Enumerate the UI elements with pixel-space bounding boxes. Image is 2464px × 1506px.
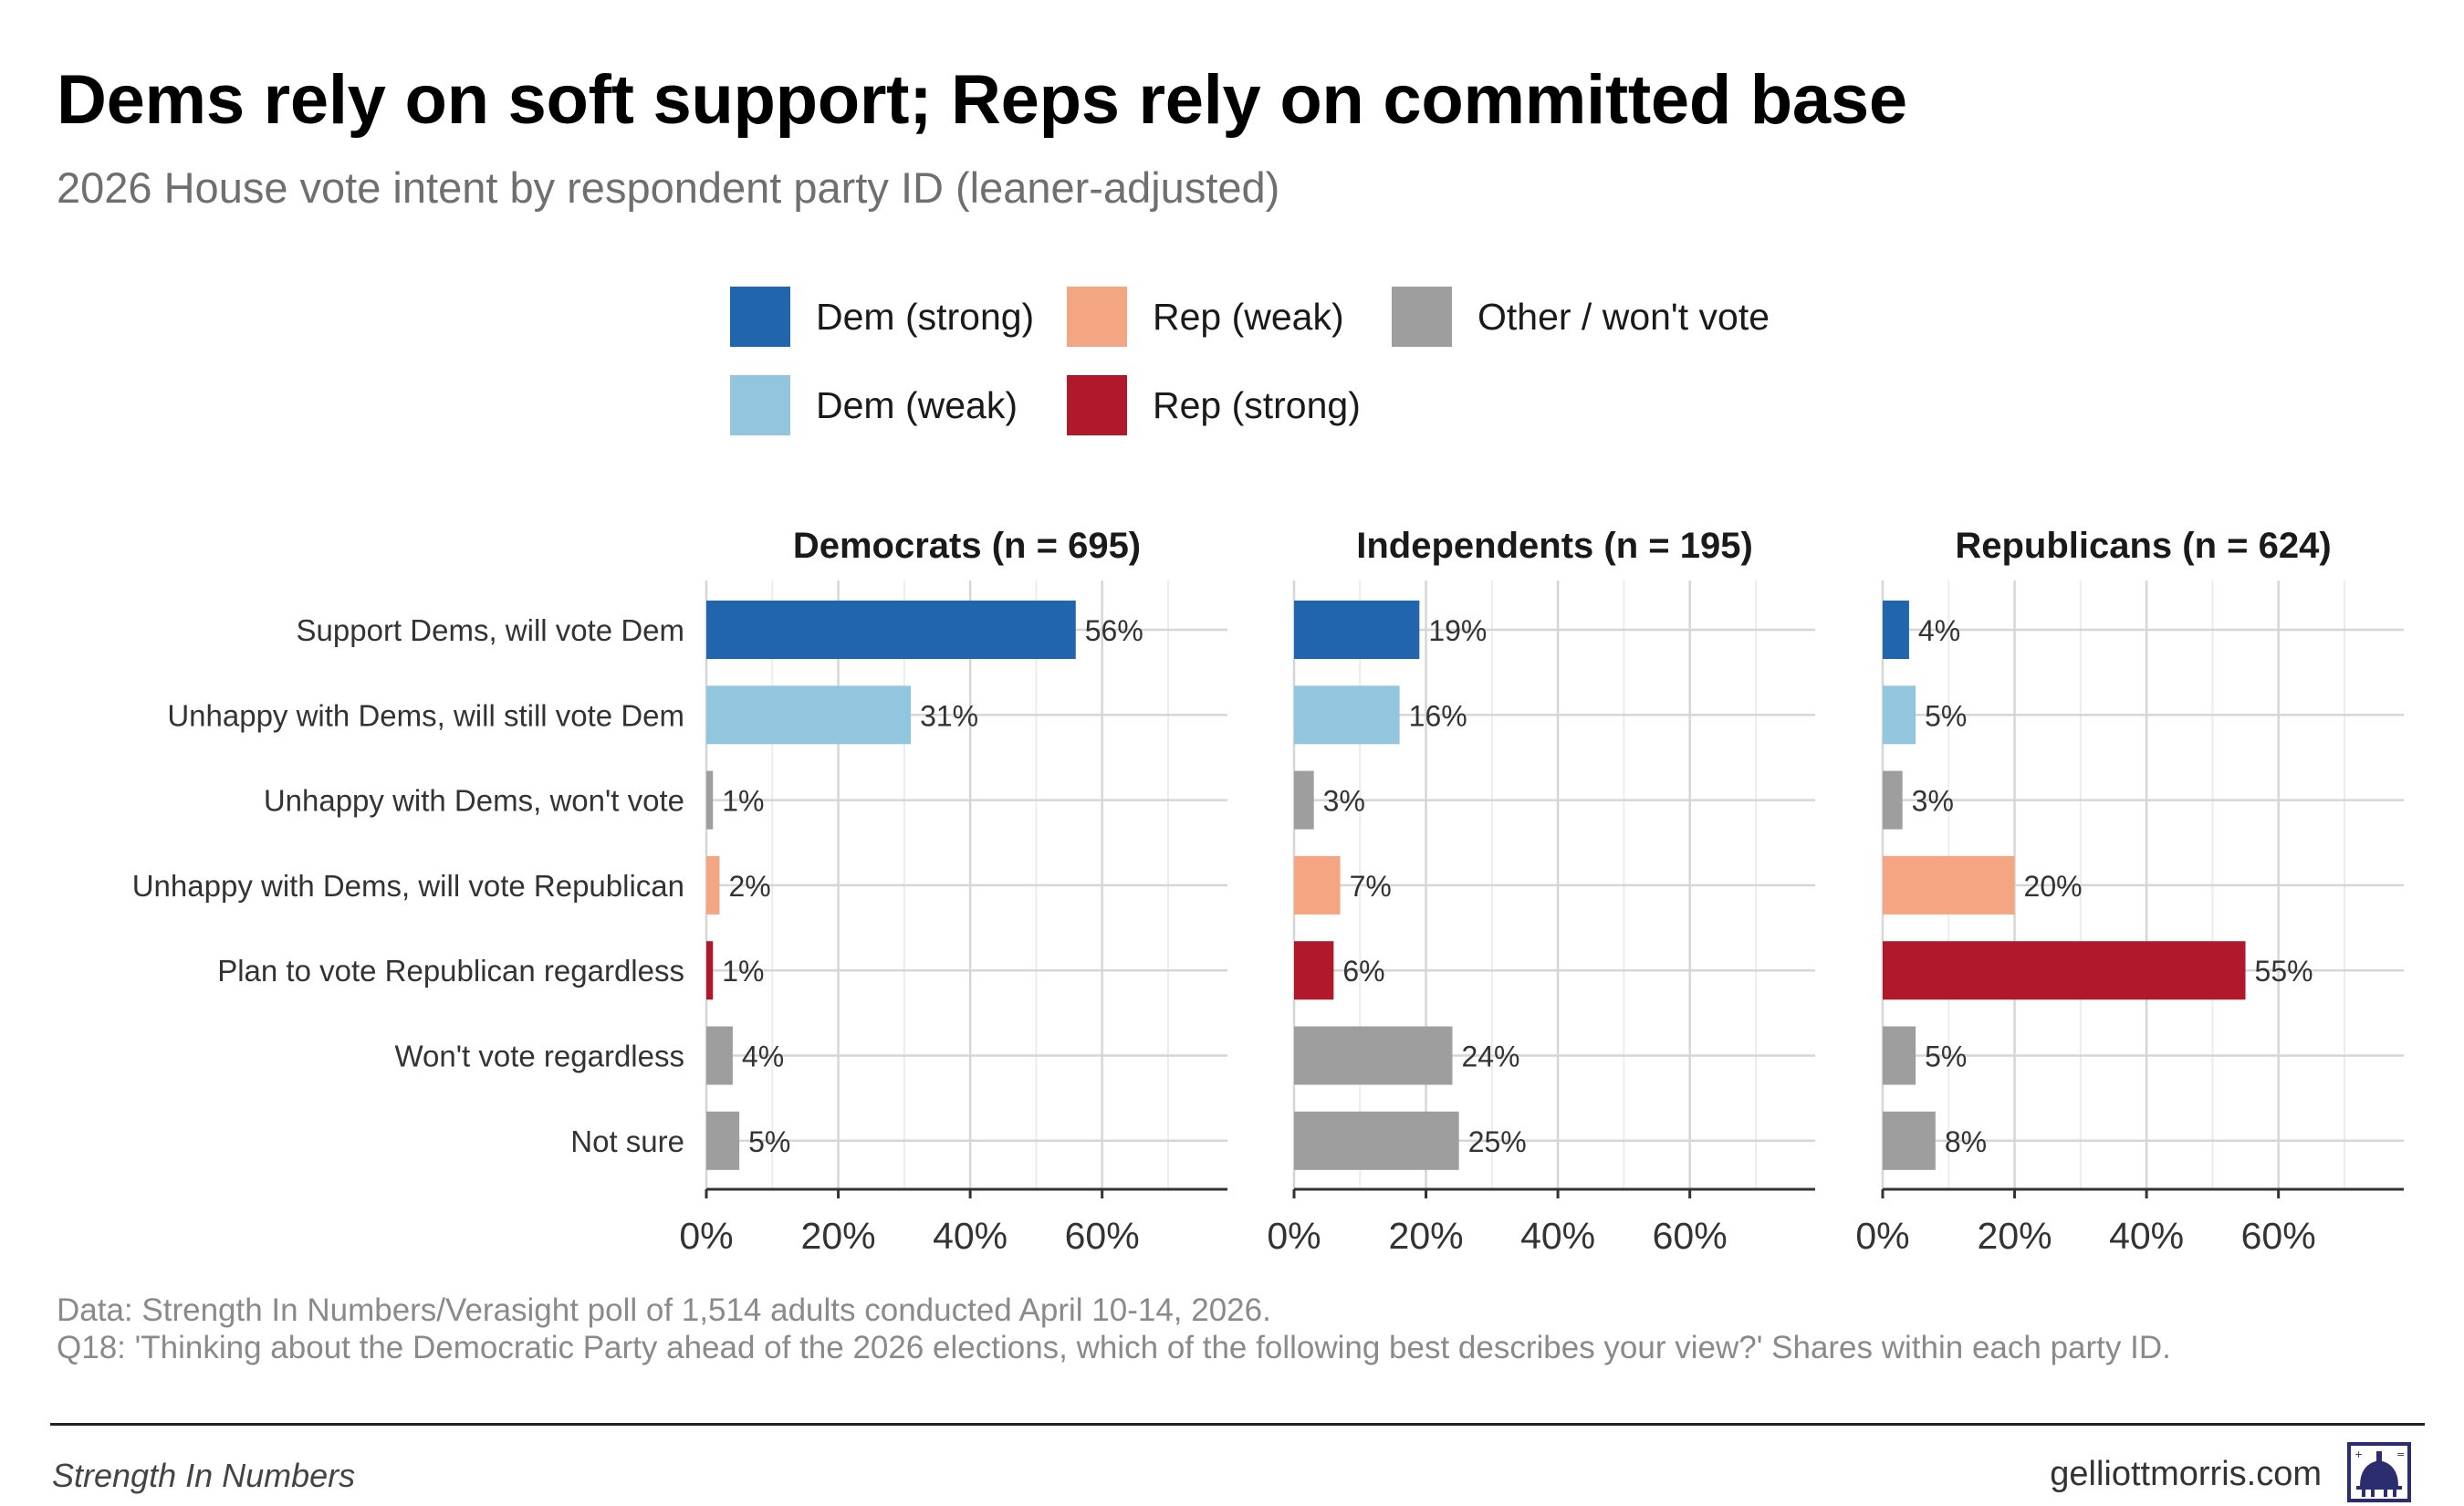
bar-value-label: 19% bbox=[1428, 614, 1487, 647]
bar-value-label: 8% bbox=[1945, 1125, 1987, 1158]
bar-value-label: 1% bbox=[722, 955, 764, 988]
bar bbox=[1883, 770, 1903, 830]
site-link[interactable]: gelliottmorris.com bbox=[2050, 1455, 2322, 1493]
legend-item-dem-strong: Dem (strong) bbox=[730, 287, 1034, 347]
facet-panel-3: Republicans (n = 624) 4% 5% 3% 20% 55% 5% 8% 0% 2… bbox=[1855, 526, 2404, 1257]
y-category-label: Plan to vote Republican regardless bbox=[217, 954, 684, 988]
bar-value-label: 2% bbox=[728, 870, 770, 903]
bar-value-label: 4% bbox=[1918, 614, 1960, 647]
facet-panel-2: Independents (n = 195) 19% 16% 3% 7% 6% 24% 25%… bbox=[1267, 526, 1815, 1257]
bar bbox=[1294, 941, 1334, 1000]
facet-title: Republicans (n = 624) bbox=[1955, 526, 2331, 566]
bar bbox=[1883, 1111, 1936, 1170]
x-tick-label: 60% bbox=[2241, 1215, 2316, 1257]
bar bbox=[706, 855, 720, 915]
bar bbox=[1294, 601, 1420, 659]
y-category-label: Unhappy with Dems, will still vote Dem bbox=[167, 698, 684, 732]
legend-item-rep-weak: Rep (weak) bbox=[1067, 287, 1344, 347]
chart-subtitle: 2026 House vote intent by respondent par… bbox=[57, 163, 1280, 212]
facet-title: Independents (n = 195) bbox=[1356, 526, 1753, 566]
x-tick-label: 40% bbox=[933, 1215, 1008, 1257]
brand-name: Strength In Numbers bbox=[52, 1457, 356, 1494]
legend-swatch-rep-strong bbox=[1067, 375, 1127, 435]
legend-item-rep-strong: Rep (strong) bbox=[1067, 375, 1361, 435]
legend-label-dem-strong: Dem (strong) bbox=[816, 295, 1035, 338]
bar-value-label: 25% bbox=[1468, 1125, 1527, 1158]
bar-value-label: 16% bbox=[1409, 699, 1467, 732]
legend-label-rep-strong: Rep (strong) bbox=[1153, 383, 1361, 426]
bar-value-label: 6% bbox=[1342, 955, 1384, 988]
footer-divider bbox=[50, 1423, 2425, 1426]
legend-swatch-dem-strong bbox=[730, 287, 790, 347]
legend-label-other: Other / won't vote bbox=[1477, 295, 1770, 338]
x-tick-label: 40% bbox=[2109, 1215, 2184, 1257]
legend-swatch-rep-weak bbox=[1067, 287, 1127, 347]
bar-value-label: 3% bbox=[1323, 785, 1365, 818]
y-category-label: Support Dems, will vote Dem bbox=[297, 613, 684, 647]
x-tick-label: 0% bbox=[1855, 1215, 1909, 1257]
legend-item-dem-weak: Dem (weak) bbox=[730, 375, 1018, 435]
x-tick-label: 40% bbox=[1520, 1215, 1595, 1257]
bar-value-label: 7% bbox=[1350, 870, 1392, 903]
bar-value-label: 56% bbox=[1085, 614, 1143, 647]
bar-value-label: 5% bbox=[1925, 1041, 1967, 1073]
bar bbox=[706, 1111, 740, 1170]
facet-panel-1: Democrats (n = 695) 56% 31% 1% 2% 1% 4% 5% 0% 20%… bbox=[679, 526, 1227, 1257]
x-tick-label: 0% bbox=[1267, 1215, 1321, 1257]
bar bbox=[1294, 1111, 1459, 1170]
y-category-label: Unhappy with Dems, will vote Republican bbox=[132, 869, 684, 903]
bar bbox=[1294, 770, 1314, 830]
svg-text:+: + bbox=[2354, 1448, 2363, 1460]
bar-value-label: 20% bbox=[2024, 870, 2083, 903]
x-tick-label: 20% bbox=[1978, 1215, 2052, 1257]
faceted-bar-chart: Democrats (n = 695) 56% 31% 1% 2% 1% 4% 5% 0% 20%… bbox=[132, 526, 2404, 1257]
chart-title: Dems rely on soft support; Reps rely on … bbox=[57, 61, 1907, 139]
bar-value-label: 5% bbox=[748, 1125, 790, 1158]
legend-label-rep-weak: Rep (weak) bbox=[1153, 295, 1344, 338]
x-tick-label: 60% bbox=[1653, 1215, 1728, 1257]
legend-item-other: Other / won't vote bbox=[1392, 287, 1770, 347]
bar-value-label: 55% bbox=[2255, 955, 2313, 988]
legend-label-dem-weak: Dem (weak) bbox=[816, 383, 1018, 426]
y-category-label: Not sure bbox=[570, 1124, 684, 1158]
bar bbox=[706, 941, 714, 1000]
bar bbox=[1883, 1026, 1916, 1085]
x-tick-label: 60% bbox=[1065, 1215, 1140, 1257]
bar bbox=[706, 1026, 733, 1085]
x-tick-label: 20% bbox=[1389, 1215, 1464, 1257]
bar-value-label: 3% bbox=[1912, 785, 1954, 818]
bar bbox=[1294, 685, 1400, 745]
footnote-data-source: Data: Strength In Numbers/Verasight poll… bbox=[57, 1292, 1271, 1328]
legend-swatch-dem-weak bbox=[730, 375, 790, 435]
bar bbox=[706, 685, 912, 745]
y-category-label: Won't vote regardless bbox=[394, 1040, 684, 1073]
bar bbox=[1883, 601, 1909, 659]
y-category-label: Unhappy with Dems, won't vote bbox=[264, 784, 684, 818]
bar bbox=[1294, 855, 1341, 915]
capitol-dome-logo-icon: + = bbox=[2347, 1442, 2411, 1502]
bar bbox=[1883, 685, 1916, 745]
facet-title: Democrats (n = 695) bbox=[793, 526, 1141, 566]
x-tick-label: 0% bbox=[679, 1215, 733, 1257]
bar-value-label: 4% bbox=[742, 1041, 784, 1073]
bar-value-label: 24% bbox=[1461, 1041, 1519, 1073]
footnote-question: Q18: 'Thinking about the Democratic Part… bbox=[57, 1330, 2171, 1365]
bar bbox=[1294, 1026, 1453, 1085]
bar bbox=[1883, 855, 2015, 915]
svg-text:=: = bbox=[2396, 1448, 2405, 1460]
bar bbox=[706, 601, 1076, 659]
legend-swatch-other bbox=[1392, 287, 1452, 347]
bar bbox=[706, 770, 714, 830]
bar-value-label: 1% bbox=[722, 785, 764, 818]
bar bbox=[1883, 941, 2246, 1000]
bar-value-label: 31% bbox=[920, 699, 978, 732]
bar-value-label: 5% bbox=[1925, 699, 1967, 732]
x-tick-label: 20% bbox=[801, 1215, 876, 1257]
